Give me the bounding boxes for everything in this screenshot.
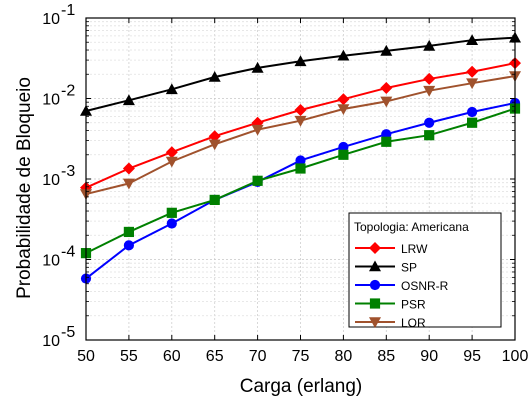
legend-label-psr: PSR [401, 298, 426, 312]
data-point-psr [252, 175, 263, 186]
data-point-psr [381, 136, 392, 147]
data-point-osnr-r [467, 106, 478, 118]
data-point-lor [208, 139, 221, 151]
axis-ticks: 50 55 60 65 70 75 80 85 90 95 10010-510-410-310-21… [42, 2, 528, 365]
data-point-lrw [337, 93, 350, 106]
data-point-psr [338, 149, 349, 160]
legend-marker-sp [369, 260, 381, 272]
data-point-lor [251, 124, 264, 136]
data-point-psr [166, 207, 177, 218]
y-tick-exponent: -4 [61, 244, 75, 261]
legend-label-lrw: LRW [401, 242, 428, 256]
data-point-lor [294, 115, 307, 127]
y-tick-label: 10 [42, 11, 60, 28]
data-point-lor [165, 156, 178, 168]
data-point-psr [295, 163, 306, 174]
legend-label-sp: SP [401, 261, 417, 275]
data-point-psr [209, 194, 220, 206]
data-point-sp [294, 55, 307, 67]
x-tick-label: 85 [377, 348, 395, 365]
data-point-osnr-r [295, 155, 306, 166]
legend-marker-osnr-r [369, 279, 381, 291]
x-tick-label: 95 [463, 348, 481, 365]
data-point-sp [165, 83, 178, 95]
data-point-psr [424, 130, 435, 141]
data-point-lor [466, 78, 479, 90]
data-point-lor [380, 96, 393, 108]
data-point-lor [122, 178, 135, 190]
data-point-sp [208, 70, 221, 82]
data-point-osnr-r [166, 218, 177, 229]
legend-title: Topologia: Americana [354, 220, 469, 234]
y-tick-exponent: -5 [61, 324, 75, 341]
data-point-lrw [122, 162, 135, 175]
legend-marker-lrw [369, 242, 381, 254]
data-point-lor [423, 85, 436, 97]
y-tick-label: 10 [42, 333, 60, 350]
data-point-lrw [380, 82, 393, 95]
data-point-lrw [423, 72, 436, 85]
data-point-sp [466, 34, 479, 45]
data-point-sp [337, 49, 350, 61]
x-tick-label: 70 [249, 348, 267, 365]
legend-marker-psr [369, 298, 381, 309]
legend: Topologia: Americana LRW SP OSNR-R PSR LOR [348, 212, 502, 330]
legend-label-osnr-r: OSNR-R [401, 279, 449, 293]
legend-marker-lor [369, 317, 381, 328]
y-tick-exponent: -1 [61, 2, 75, 19]
data-point-sp [122, 94, 135, 106]
x-tick-label: 100 [502, 348, 529, 365]
data-point-psr [123, 226, 134, 238]
data-point-sp [251, 61, 264, 73]
y-axis-label: Probabilidade de Bloqueio [14, 77, 35, 299]
data-point-sp [380, 44, 393, 56]
x-tick-label: 80 [335, 348, 353, 365]
x-axis-label: Carga (erlang) [240, 376, 363, 397]
data-point-lrw [294, 103, 307, 116]
data-point-osnr-r [123, 240, 134, 251]
x-tick-label: 65 [206, 348, 224, 365]
y-tick-label: 10 [42, 253, 60, 270]
x-tick-label: 60 [163, 348, 181, 365]
x-tick-label: 90 [420, 348, 438, 365]
y-tick-label: 10 [42, 92, 60, 109]
x-tick-label: 75 [292, 348, 310, 365]
y-tick-exponent: -3 [61, 163, 75, 180]
data-point-lrw [165, 146, 178, 159]
data-point-osnr-r [338, 141, 349, 153]
data-point-lrw [208, 130, 221, 143]
x-tick-label: 55 [120, 348, 138, 365]
series-lrw [80, 57, 521, 194]
data-point-lor [337, 104, 350, 116]
y-tick-label: 10 [42, 172, 60, 189]
x-tick-label: 50 [77, 348, 95, 365]
legend-label-lor: LOR [401, 316, 426, 330]
data-point-sp [423, 39, 436, 51]
data-point-psr [467, 117, 478, 128]
data-point-osnr-r [424, 117, 435, 128]
y-tick-exponent: -2 [61, 83, 75, 100]
data-point-lrw [466, 65, 479, 78]
